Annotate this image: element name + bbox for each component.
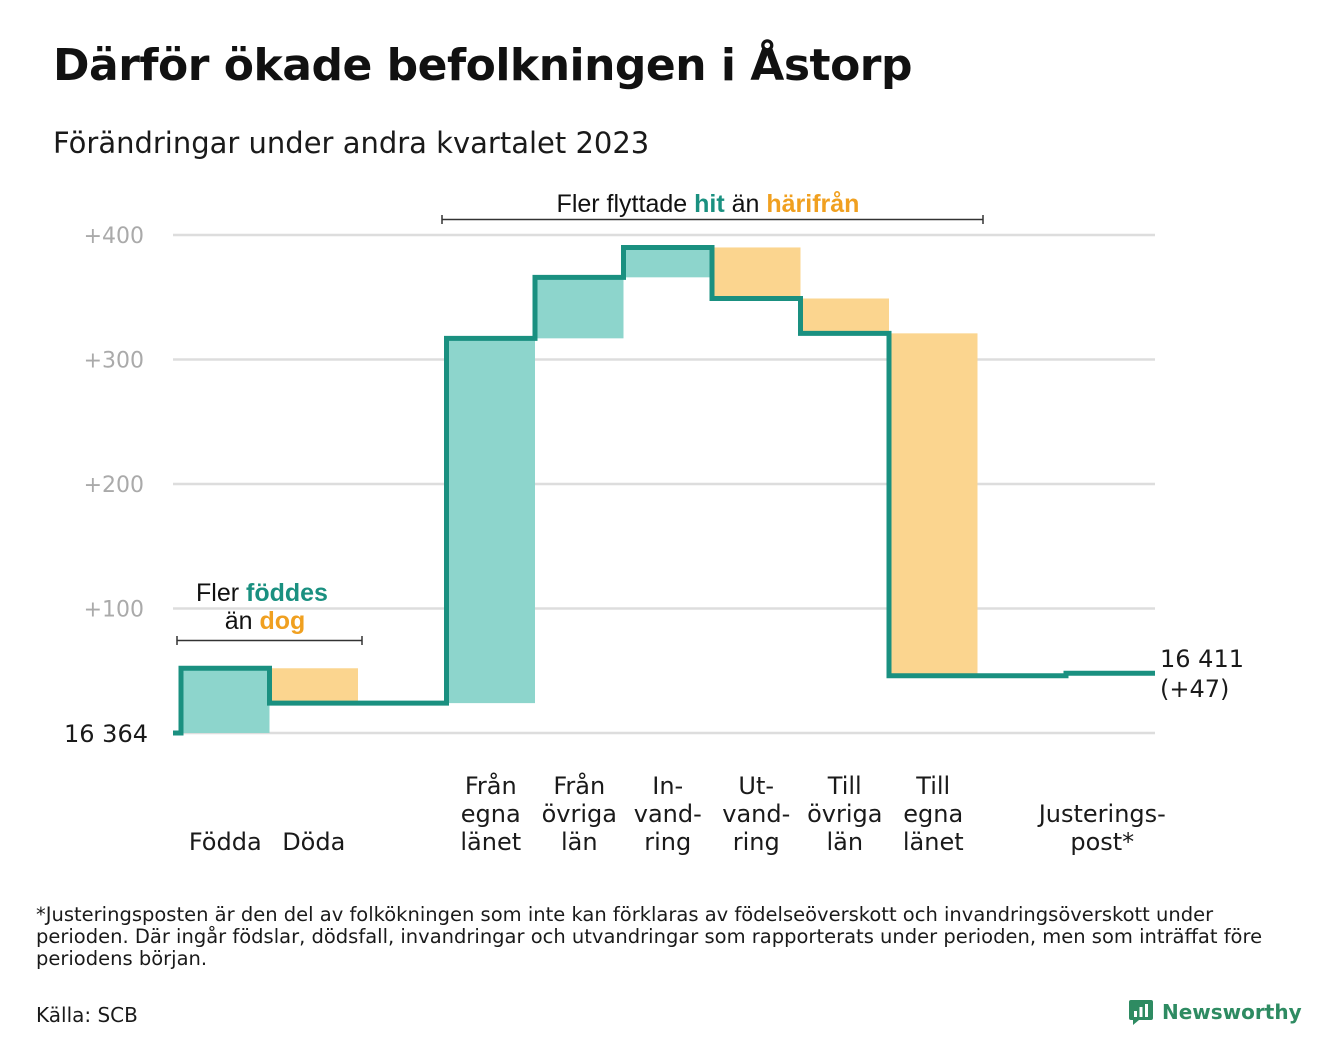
- bar: [181, 668, 270, 733]
- category-label: ring: [644, 828, 691, 856]
- chart-title: Därför ökade befolkningen i Åstorp: [53, 40, 913, 91]
- category-label: Från: [465, 771, 517, 800]
- category-label: Från: [553, 771, 605, 800]
- bar: [269, 668, 358, 704]
- y-tick-label: +200: [84, 473, 144, 498]
- annotation-births-line1: Fler föddes: [196, 579, 328, 607]
- bar: [712, 247, 801, 299]
- category-label: vand-: [634, 800, 702, 828]
- brand-logo: Newsworthy: [1128, 998, 1302, 1026]
- category-label: Justerings-: [1037, 800, 1166, 828]
- category-label: ring: [733, 828, 780, 856]
- annotation-migration-bracket: [441, 215, 984, 224]
- end-change-label: (+47): [1160, 675, 1229, 703]
- step-line-path: [173, 244, 1155, 736]
- category-label: övriga: [807, 800, 882, 828]
- grid-lines: +100 +200 +300 +400: [84, 224, 1155, 735]
- category-label: Till: [827, 772, 862, 800]
- bar: [623, 247, 712, 278]
- category-label: länet: [460, 828, 521, 856]
- category-label: vand-: [722, 800, 790, 828]
- source-label: Källa: SCB: [36, 1003, 138, 1027]
- category-label: egna: [903, 800, 963, 828]
- category-label: län: [561, 828, 598, 856]
- category-label: län: [826, 828, 863, 856]
- step-line: [173, 244, 1155, 736]
- category-label: In-: [652, 772, 683, 800]
- bar: [446, 338, 535, 704]
- category-label: Till: [915, 772, 950, 800]
- y-tick-label: +300: [84, 349, 144, 374]
- annotation-migration-line1: Fler flyttade hit än härifrån: [557, 190, 860, 218]
- y-tick-label: +100: [84, 598, 144, 623]
- category-label: övriga: [542, 800, 617, 828]
- bar: [535, 277, 624, 339]
- annotation-births-bracket: [176, 636, 363, 645]
- category-label: egna: [461, 800, 521, 828]
- footnote: *Justeringsposten är den del av folkökni…: [36, 903, 1263, 970]
- end-value-label: 16 411: [1160, 645, 1244, 673]
- start-value-label: 16 364: [64, 720, 148, 748]
- labels: Födda DödaFrånegnalänetFrånövrigalänIn-va…: [64, 645, 1244, 856]
- y-tick-label: +400: [84, 224, 144, 249]
- category-label: Döda: [282, 828, 345, 856]
- chart-subtitle: Förändringar under andra kvartalet 2023: [53, 126, 650, 160]
- category-label: post*: [1070, 828, 1134, 856]
- bar: [889, 333, 978, 676]
- bars: [181, 247, 978, 733]
- waterfall-chart: +100+200+300+400 Födda DödaFrånegnalänetF…: [64, 190, 1244, 856]
- annotation-births-line2: än dog: [225, 607, 306, 635]
- category-label: Födda: [189, 828, 262, 856]
- category-label: Ut-: [738, 772, 774, 800]
- newsworthy-logo-icon: [1129, 1000, 1153, 1025]
- brand-name: Newsworthy: [1162, 1000, 1302, 1024]
- bar: [800, 298, 889, 334]
- category-label: länet: [903, 828, 964, 856]
